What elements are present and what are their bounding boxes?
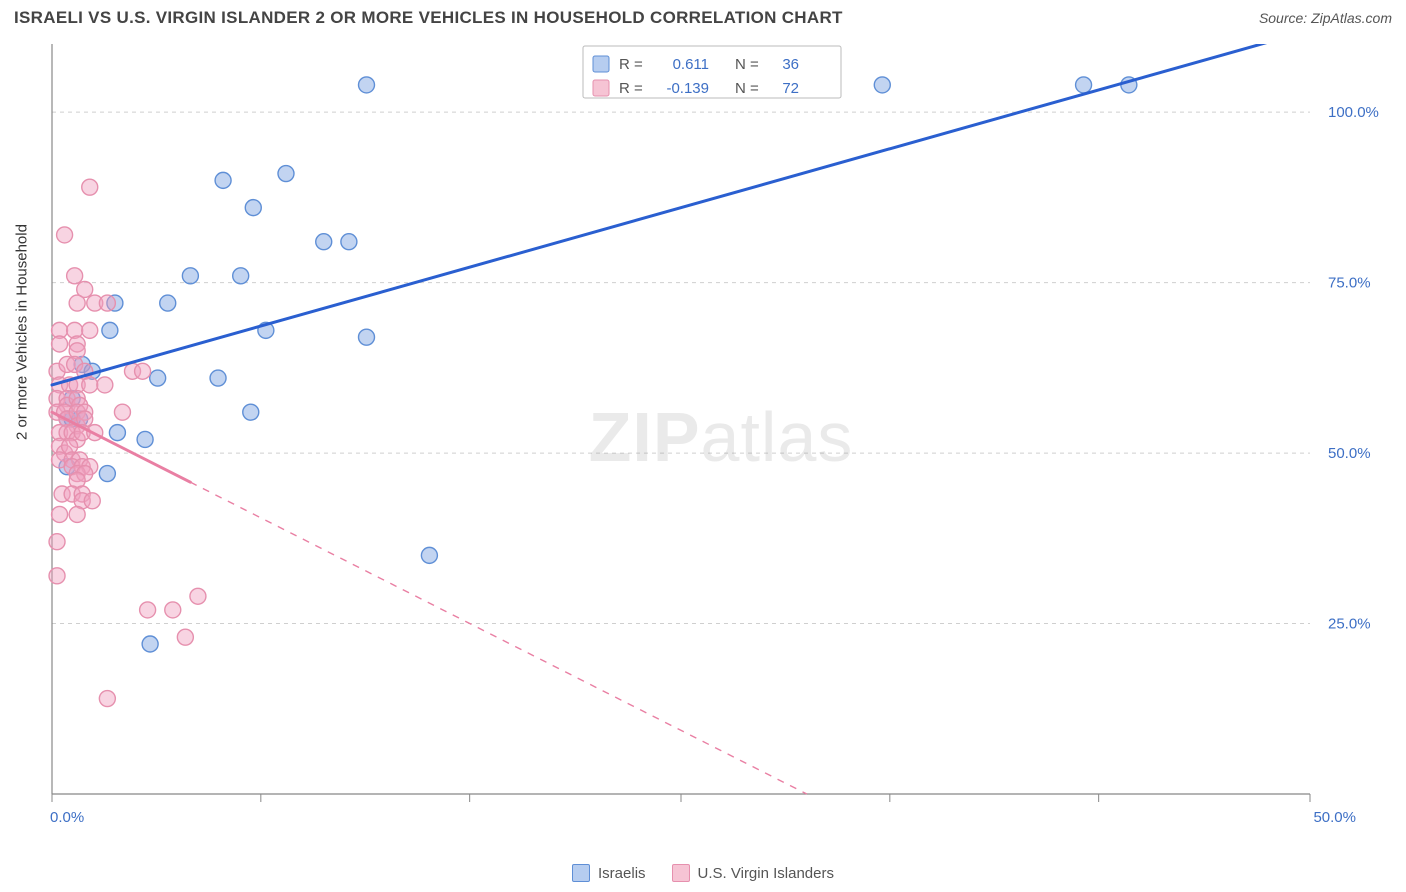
svg-text:100.0%: 100.0% xyxy=(1328,104,1379,121)
legend-label: U.S. Virgin Islanders xyxy=(698,865,834,882)
svg-text:72: 72 xyxy=(782,80,799,97)
chart-title: ISRAELI VS U.S. VIRGIN ISLANDER 2 OR MOR… xyxy=(14,8,843,28)
scatter-chart: 25.0% 50.0% 75.0% 100.0% 0.0% 50.0% R = 0.611 N … xyxy=(48,44,1394,830)
legend-item-virgin-islanders: U.S. Virgin Islanders xyxy=(672,864,834,882)
svg-text:R =: R = xyxy=(619,80,643,97)
svg-text:75.0%: 75.0% xyxy=(1328,275,1371,292)
legend-label: Israelis xyxy=(598,865,646,882)
svg-text:50.0%: 50.0% xyxy=(1328,445,1371,462)
bottom-legend: Israelis U.S. Virgin Islanders xyxy=(0,864,1406,882)
svg-text:25.0%: 25.0% xyxy=(1328,616,1371,633)
svg-text:50.0%: 50.0% xyxy=(1313,809,1356,826)
plot-area: 25.0% 50.0% 75.0% 100.0% 0.0% 50.0% R = 0.611 N … xyxy=(48,44,1394,830)
svg-text:0.0%: 0.0% xyxy=(50,809,84,826)
legend-item-israelis: Israelis xyxy=(572,864,646,882)
svg-text:R =: R = xyxy=(619,56,643,73)
svg-text:0.611: 0.611 xyxy=(673,56,709,73)
legend-swatch xyxy=(572,864,590,882)
svg-text:-0.139: -0.139 xyxy=(666,80,709,97)
legend-swatch xyxy=(672,864,690,882)
y-axis-label: 2 or more Vehicles in Household xyxy=(14,224,31,440)
svg-text:N =: N = xyxy=(735,80,759,97)
source-credit: Source: ZipAtlas.com xyxy=(1259,10,1392,26)
header: ISRAELI VS U.S. VIRGIN ISLANDER 2 OR MOR… xyxy=(0,0,1406,34)
svg-text:36: 36 xyxy=(782,56,799,73)
svg-text:N =: N = xyxy=(735,56,759,73)
